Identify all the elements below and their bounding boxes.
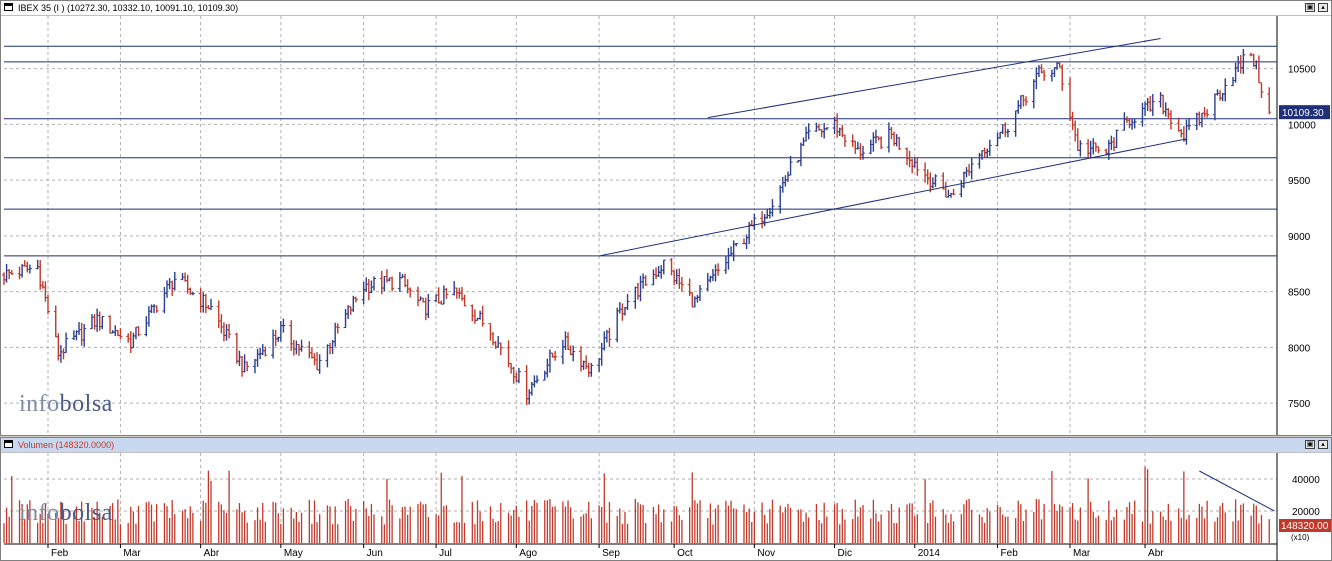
logo-part-info: info: [19, 500, 60, 526]
y-tick-label: 8000: [1288, 343, 1311, 354]
x-tick-label: Mar: [123, 548, 141, 559]
last-price-tag: [1279, 105, 1330, 120]
x-tick-label: Mar: [1073, 548, 1091, 559]
window-icon[interactable]: [4, 440, 13, 448]
price-chart[interactable]: 7500 8000 8500 9000 9500 10000 10500 10109.30: [1, 16, 1331, 435]
volume-panel-title: Volumen (148320.0000): [18, 440, 115, 450]
y-tick-label: 10000: [1288, 120, 1316, 131]
trendline: [599, 138, 1187, 257]
trendline: [707, 38, 1161, 119]
x-tick-label: Feb: [51, 548, 69, 559]
maximize-button[interactable]: ▴: [1318, 440, 1328, 449]
y-tick-label: 10500: [1288, 65, 1316, 76]
restore-button[interactable]: ▣: [1305, 3, 1315, 12]
x-tick-label: Sep: [602, 548, 620, 559]
logo-part-bolsa: bolsa: [59, 500, 113, 526]
last-price-label: 10109.30: [1282, 108, 1324, 119]
window-icon[interactable]: [4, 3, 13, 11]
y-tick-label: 9000: [1288, 232, 1311, 243]
maximize-button[interactable]: ▴: [1318, 3, 1328, 12]
x-tick-label: Abr: [204, 548, 220, 559]
volume-unit-label: (x10): [1291, 533, 1310, 542]
x-tick-label: Jun: [367, 548, 383, 559]
x-tick-label: Ago: [519, 548, 537, 559]
price-panel-titlebar: IBEX 35 (I ) (10272.30, 10332.10, 10091.…: [1, 1, 1331, 16]
y-tick-label: 8500: [1288, 288, 1311, 299]
volume-panel: Volumen (148320.0000) ▣ ▴ 20000 40000 1483…: [0, 437, 1332, 561]
y-tick-label: 20000: [1292, 507, 1320, 518]
x-tick-label: Nov: [757, 548, 775, 559]
x-tick-label: Jul: [439, 548, 452, 559]
volume-last-label: 148320.00: [1281, 521, 1329, 532]
x-tick-label: Abr: [1148, 548, 1164, 559]
volume-trendline: [1199, 470, 1275, 512]
volume-chart[interactable]: 20000 40000 148320.00(x10) Feb Mar Abr May Jun J…: [1, 453, 1331, 561]
restore-button[interactable]: ▣: [1305, 440, 1315, 449]
x-tick-label: Dic: [838, 548, 852, 559]
y-tick-label: 40000: [1292, 475, 1320, 486]
x-tick-label: Oct: [677, 548, 693, 559]
y-tick-label: 7500: [1288, 399, 1311, 410]
logo-part-bolsa: bolsa: [59, 391, 113, 417]
x-tick-label: May: [284, 548, 303, 559]
infobolsa-logo: infobolsa: [19, 391, 113, 418]
x-tick-label: 2014: [918, 548, 941, 559]
infobolsa-logo: infobolsa: [19, 500, 113, 527]
x-tick-label: Feb: [1001, 548, 1019, 559]
price-panel: IBEX 35 (I ) (10272.30, 10332.10, 10091.…: [0, 0, 1332, 436]
y-tick-label: 9500: [1288, 176, 1311, 187]
volume-last-tag: [1279, 519, 1331, 532]
price-panel-title: IBEX 35 (I ) (10272.30, 10332.10, 10091.…: [18, 3, 239, 13]
volume-panel-titlebar: Volumen (148320.0000) ▣ ▴: [1, 438, 1331, 453]
logo-part-info: info: [19, 391, 60, 417]
